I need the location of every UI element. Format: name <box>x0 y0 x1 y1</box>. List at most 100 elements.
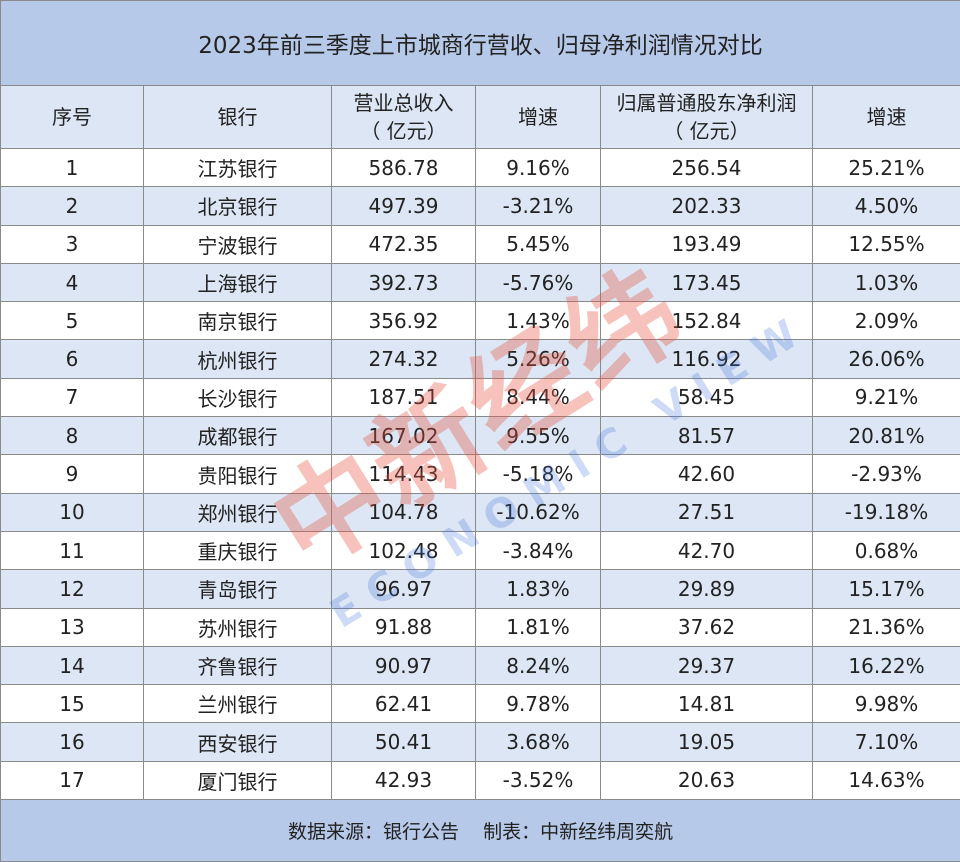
cell: 91.88 <box>331 607 476 647</box>
cell: 5 <box>0 301 144 341</box>
cell: 14.81 <box>600 684 813 724</box>
cell: 173.45 <box>600 262 813 303</box>
cell: 167.02 <box>331 416 476 456</box>
cell: 17 <box>0 760 144 801</box>
cell: 96.97 <box>331 569 476 609</box>
cell: 9.55% <box>475 416 601 456</box>
cell: 10 <box>0 492 144 532</box>
cell: 长沙银行 <box>143 377 332 418</box>
cell: 90.97 <box>331 645 476 686</box>
header-cell: 营业总收入 （ 亿元） <box>331 85 476 149</box>
table-row: 15 兰州银行 62.41 9.78% 14.81 9.98% <box>0 684 960 724</box>
header-line: （ 亿元） <box>360 119 447 143</box>
cell: 青岛银行 <box>143 569 332 609</box>
cell: 7 <box>0 377 144 418</box>
cell: 25.21% <box>811 147 960 188</box>
cell: 58.45 <box>600 377 813 418</box>
cell: 586.78 <box>331 147 476 188</box>
header-line: 序号 <box>52 105 92 129</box>
cell: 1.83% <box>475 569 601 609</box>
cell: 20.81% <box>811 416 960 456</box>
cell: 16 <box>0 722 144 762</box>
cell: -2.93% <box>811 454 960 494</box>
table-row: 6 杭州银行 274.32 5.26% 116.92 26.06% <box>0 339 960 379</box>
cell: 392.73 <box>331 262 476 303</box>
table-row: 16 西安银行 50.41 3.68% 19.05 7.10% <box>0 722 960 762</box>
cell: 9.21% <box>811 377 960 418</box>
cell: 南京银行 <box>143 301 332 341</box>
table-row: 14 齐鲁银行 90.97 8.24% 29.37 16.22% <box>0 645 960 686</box>
header-row: 序号 银行 营业总收入 （ 亿元） 增速 归属普通股东净利润 （ 亿元） 增速 <box>0 85 960 149</box>
cell: 356.92 <box>331 301 476 341</box>
cell: 187.51 <box>331 377 476 418</box>
cell: 3.68% <box>475 722 601 762</box>
cell: 9.98% <box>811 684 960 724</box>
cell: 9.16% <box>475 147 601 188</box>
cell: -19.18% <box>811 492 960 532</box>
cell: 50.41 <box>331 722 476 762</box>
footer-note: 数据来源：银行公告 制表：中新经纬周奕航 <box>0 799 960 862</box>
table-title: 2023年前三季度上市城商行营收、归母净利润情况对比 <box>0 0 960 86</box>
cell: 贵阳银行 <box>143 454 332 494</box>
cell: 1.81% <box>475 607 601 647</box>
cell: 齐鲁银行 <box>143 645 332 686</box>
table-row: 7 长沙银行 187.51 8.44% 58.45 9.21% <box>0 377 960 418</box>
header-cell: 银行 <box>143 85 332 149</box>
cell: 宁波银行 <box>143 224 332 264</box>
cell: 152.84 <box>600 301 813 341</box>
table-row: 13 苏州银行 91.88 1.81% 37.62 21.36% <box>0 607 960 647</box>
cell: 3 <box>0 224 144 264</box>
cell: 29.89 <box>600 569 813 609</box>
cell: 郑州银行 <box>143 492 332 532</box>
header-line: 银行 <box>217 105 258 129</box>
table-row: 1 江苏银行 586.78 9.16% 256.54 25.21% <box>0 147 960 188</box>
cell: 15 <box>0 684 144 724</box>
cell: -3.84% <box>475 530 601 571</box>
cell: 21.36% <box>811 607 960 647</box>
header-line: 增速 <box>518 105 558 129</box>
cell: 4 <box>0 262 144 303</box>
cell: 8 <box>0 416 144 456</box>
cell: -3.52% <box>475 760 601 801</box>
cell: 29.37 <box>600 645 813 686</box>
cell: 西安银行 <box>143 722 332 762</box>
cell: 11 <box>0 530 144 571</box>
cell: 114.43 <box>331 454 476 494</box>
table-row: 9 贵阳银行 114.43 -5.18% 42.60 -2.93% <box>0 454 960 494</box>
cell: 14.63% <box>811 760 960 801</box>
table-row: 10 郑州银行 104.78 -10.62% 27.51 -19.18% <box>0 492 960 532</box>
cell: 8.24% <box>475 645 601 686</box>
cell: 8.44% <box>475 377 601 418</box>
cell: 上海银行 <box>143 262 332 303</box>
footer-row: 数据来源：银行公告 制表：中新经纬周奕航 <box>0 799 960 862</box>
table-row: 2 北京银行 497.39 -3.21% 202.33 4.50% <box>0 186 960 226</box>
cell: 27.51 <box>600 492 813 532</box>
header-line: 归属普通股东净利润 <box>616 91 797 115</box>
cell: -5.18% <box>475 454 601 494</box>
cell: 42.93 <box>331 760 476 801</box>
cell: 14 <box>0 645 144 686</box>
cell: 104.78 <box>331 492 476 532</box>
cell: 6 <box>0 339 144 379</box>
header-line: 增速 <box>866 105 907 129</box>
cell: 19.05 <box>600 722 813 762</box>
cell: 497.39 <box>331 186 476 226</box>
header-line: （ 亿元） <box>663 119 750 143</box>
cell: 62.41 <box>331 684 476 724</box>
cell: 81.57 <box>600 416 813 456</box>
table-row: 11 重庆银行 102.48 -3.84% 42.70 0.68% <box>0 530 960 571</box>
cell: 16.22% <box>811 645 960 686</box>
cell: -5.76% <box>475 262 601 303</box>
cell: 厦门银行 <box>143 760 332 801</box>
cell: 42.70 <box>600 530 813 571</box>
header-line: 营业总收入 <box>353 91 454 115</box>
cell: 256.54 <box>600 147 813 188</box>
cell: 12.55% <box>811 224 960 264</box>
cell: 9.78% <box>475 684 601 724</box>
cell: 1 <box>0 147 144 188</box>
cell: 26.06% <box>811 339 960 379</box>
cell: 13 <box>0 607 144 647</box>
cell: 42.60 <box>600 454 813 494</box>
